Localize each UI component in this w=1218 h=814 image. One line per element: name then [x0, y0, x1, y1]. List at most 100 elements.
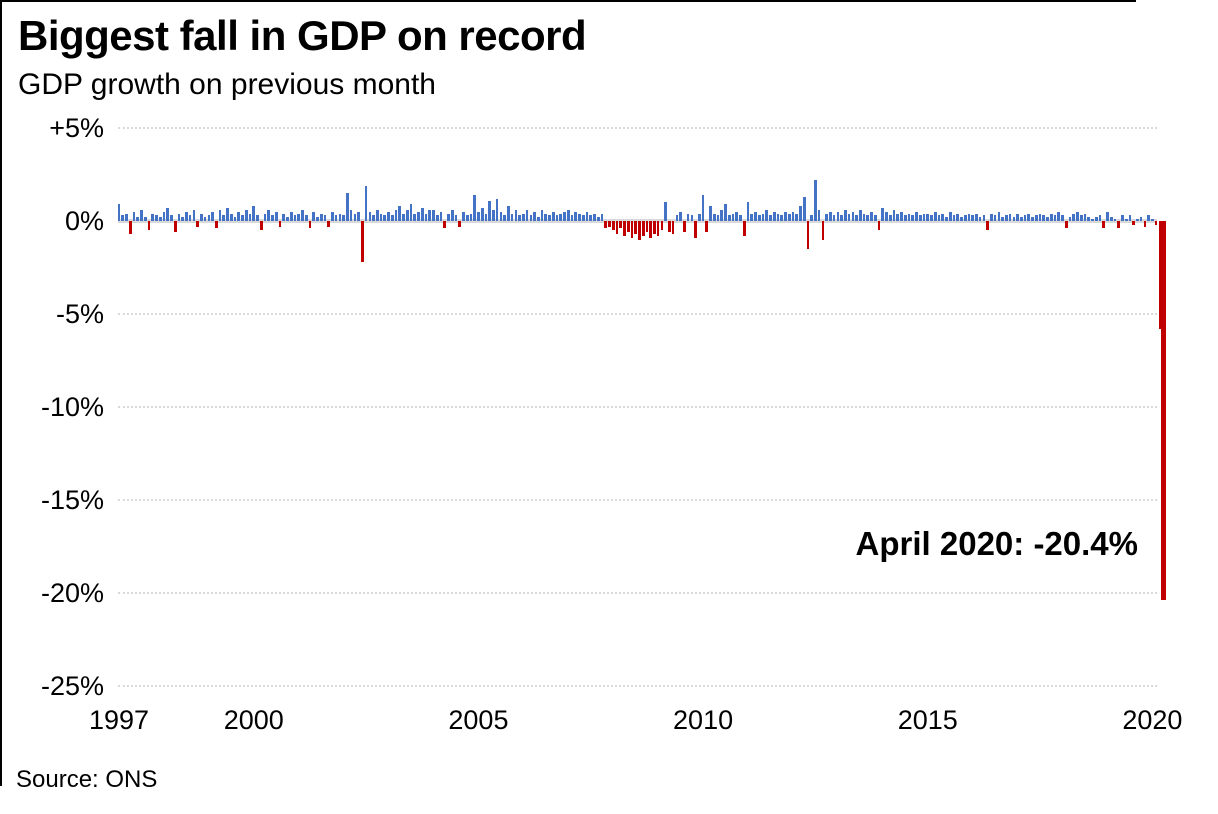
- bar-positive-month: [746, 202, 750, 221]
- bar-positive-month: [754, 211, 757, 221]
- bar-positive-month: [1072, 213, 1076, 221]
- bar-negative-month: [604, 221, 608, 229]
- y-axis-label: -25%: [40, 671, 104, 701]
- bar-negative-month: [615, 221, 619, 235]
- frame-border-left: [0, 0, 2, 786]
- bar-negative-month: [1117, 221, 1121, 229]
- bar-negative-month: [1161, 221, 1167, 601]
- bar-positive-month: [529, 215, 533, 221]
- bar-positive-month: [394, 209, 398, 221]
- x-axis-label: 2020: [1122, 705, 1183, 735]
- bar-positive-month: [548, 215, 551, 221]
- bar-positive-month: [368, 211, 372, 221]
- bar-positive-month: [600, 213, 604, 221]
- bar-positive-month: [952, 215, 956, 221]
- bar-positive-month: [832, 215, 836, 221]
- bar-negative-month: [308, 221, 312, 229]
- bar-positive-month: [1038, 213, 1042, 221]
- bar-positive-month: [825, 213, 828, 221]
- bar-positive-month: [450, 209, 454, 221]
- gridline--20: [118, 592, 1157, 594]
- bar-positive-month: [847, 213, 851, 221]
- bar-positive-month: [409, 204, 413, 221]
- bar-positive-month: [1094, 217, 1098, 221]
- bar-negative-month: [671, 221, 675, 235]
- bar-positive-month: [263, 213, 267, 221]
- bar-positive-month: [218, 209, 222, 221]
- bar-positive-month: [507, 206, 510, 221]
- bar-negative-month: [649, 221, 652, 238]
- bar-positive-month: [814, 180, 817, 221]
- bar-positive-month: [499, 211, 503, 221]
- bar-positive-month: [870, 211, 873, 221]
- bar-positive-month: [701, 194, 705, 221]
- bar-positive-month: [918, 215, 922, 221]
- bar-positive-month: [675, 215, 679, 221]
- bar-positive-month: [1136, 219, 1139, 221]
- bar-positive-month: [469, 213, 473, 221]
- bar-negative-month: [660, 221, 664, 231]
- bar-negative-month: [214, 221, 218, 229]
- bar-positive-month: [585, 211, 589, 221]
- bar-positive-month: [956, 213, 960, 221]
- bar-positive-month: [282, 213, 286, 221]
- bar-positive-month: [903, 215, 907, 221]
- bar-negative-month: [1102, 221, 1106, 229]
- bar-positive-month: [915, 211, 918, 221]
- bar-positive-month: [862, 213, 866, 221]
- bar-positive-month: [357, 211, 360, 221]
- bar-positive-month: [581, 215, 585, 221]
- bar-positive-month: [750, 213, 754, 221]
- bar-positive-month: [978, 217, 982, 221]
- bar-negative-month: [742, 221, 746, 236]
- bar-positive-month: [177, 213, 181, 221]
- y-axis-label: -20%: [40, 578, 104, 608]
- bar-positive-month: [252, 206, 256, 221]
- bar-negative-month: [821, 221, 825, 240]
- bar-negative-month: [656, 221, 660, 236]
- bar-positive-month: [888, 215, 892, 221]
- bar-positive-month: [1001, 217, 1004, 221]
- bar-positive-month: [297, 213, 301, 221]
- bar-positive-month: [1061, 215, 1064, 221]
- bar-positive-month: [795, 213, 799, 221]
- gridline--15: [118, 499, 1157, 501]
- y-axis-label: -15%: [40, 485, 104, 515]
- annotation-april-2020: April 2020: -20.4%: [855, 525, 1138, 562]
- bar-negative-month: [196, 221, 199, 227]
- bar-negative-month: [630, 221, 634, 238]
- bar-positive-month: [192, 209, 196, 221]
- bar-positive-month: [769, 215, 772, 221]
- source-credit: Source: ONS: [16, 766, 158, 793]
- bar-positive-month: [334, 215, 338, 221]
- bar-negative-month: [623, 221, 626, 236]
- bar-positive-month: [136, 217, 140, 221]
- bar-positive-month: [881, 207, 885, 221]
- bar-positive-month: [346, 193, 349, 221]
- bar-positive-month: [151, 213, 155, 221]
- bar-positive-month: [1139, 217, 1143, 221]
- bar-negative-month: [1158, 221, 1162, 329]
- bar-negative-month: [1132, 221, 1135, 225]
- bar-positive-month: [731, 213, 735, 221]
- bar-negative-month: [458, 221, 462, 227]
- bar-negative-month: [173, 221, 177, 233]
- bar-positive-month: [810, 215, 813, 221]
- bar-positive-month: [926, 213, 930, 221]
- bar-positive-month: [757, 215, 761, 221]
- frame-border-top: [0, 0, 1136, 2]
- bar-positive-month: [428, 209, 432, 221]
- bar-positive-month: [398, 206, 402, 221]
- bar-positive-month: [435, 215, 439, 221]
- bar-positive-month: [1012, 217, 1016, 221]
- bar-positive-month: [188, 215, 192, 221]
- bar-negative-month: [638, 221, 641, 240]
- bar-positive-month: [930, 215, 933, 221]
- bar-positive-month: [162, 211, 166, 221]
- bar-positive-month: [1008, 213, 1012, 221]
- bar-negative-month: [683, 221, 686, 233]
- bar-positive-month: [690, 215, 694, 221]
- bar-positive-month: [997, 211, 1001, 221]
